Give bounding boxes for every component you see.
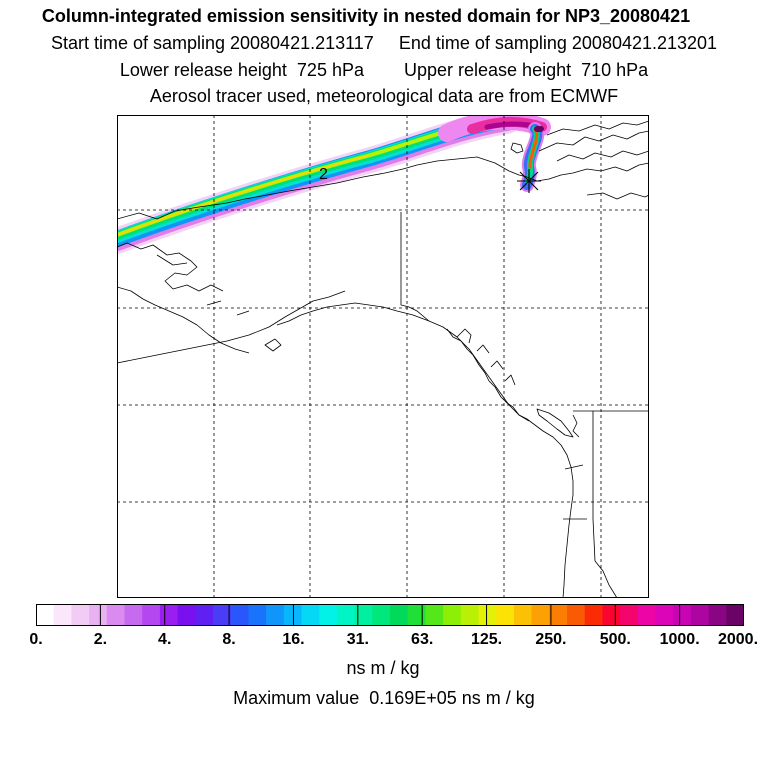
colorbar: [36, 604, 744, 626]
colorbar-cell: [584, 604, 603, 626]
maximum-value: Maximum value 0.169E+05 ns m / kg: [233, 688, 535, 708]
colorbar-tick-label: 4.: [158, 631, 172, 648]
colorbar-tick-label: 250.: [535, 631, 567, 648]
colorbar-tick-label: 500.: [599, 631, 631, 648]
colorbar-cell: [602, 604, 621, 626]
colorbar-tick-label: 31.: [346, 631, 369, 648]
release-marker-icon: [517, 169, 541, 193]
colorbar-cell: [726, 604, 744, 626]
tracer-info: Aerosol tracer used, meteorological data…: [149, 86, 619, 106]
colorbar-tick-label: 2000.: [717, 631, 759, 648]
colorbar-cell: [319, 604, 338, 626]
borders: [400, 212, 649, 598]
release-heights: Lower release height 725 hPa Upper relea…: [119, 60, 649, 80]
coastlines: [117, 120, 649, 598]
colorbar-cell: [230, 604, 249, 626]
colorbar-cell: [213, 604, 232, 626]
colorbar-cell: [36, 604, 55, 626]
colorbar-cell: [531, 604, 550, 626]
plume-label: 2: [319, 166, 328, 183]
colorbar-cell: [496, 604, 515, 626]
colorbar-cell: [124, 604, 143, 626]
colorbar-cell: [443, 604, 462, 626]
colorbar-cell: [655, 604, 674, 626]
colorbar-cell: [690, 604, 710, 626]
colorbar-tick-label: 2.: [93, 631, 108, 648]
colorbar-cell: [301, 604, 320, 626]
colorbar-cell: [106, 604, 125, 626]
colorbar-units: ns m / kg: [346, 658, 420, 678]
colorbar-tick-label: 63.: [411, 631, 434, 648]
colorbar-cell: [159, 604, 179, 626]
colorbar-cell: [142, 604, 161, 626]
plume: [117, 115, 551, 254]
colorbar-cell: [372, 604, 391, 626]
graticule: [117, 115, 649, 598]
sampling-times: Start time of sampling 20080421.213117 E…: [50, 33, 718, 53]
colorbar-cell: [425, 604, 444, 626]
colorbar-cell: [513, 604, 533, 626]
colorbar-cell: [708, 604, 727, 626]
colorbar-tick-label: 1000.: [659, 631, 700, 648]
colorbar-cell: [567, 604, 586, 626]
colorbar-tick-label: 125.: [470, 631, 503, 648]
colorbar-cell: [673, 604, 692, 626]
colorbar-cell: [460, 604, 479, 626]
colorbar-cell: [53, 604, 72, 626]
map-panel: 2: [117, 115, 649, 598]
colorbar-cell: [195, 604, 214, 626]
colorbar-cell: [354, 604, 373, 626]
colorbar-tick-label: 0.: [29, 631, 43, 648]
colorbar-tick-label: 16.: [282, 631, 305, 648]
colorbar-cell: [549, 604, 568, 626]
colorbar-cell: [336, 604, 356, 626]
colorbar-cell: [620, 604, 639, 626]
colorbar-cell: [283, 604, 302, 626]
colorbar-cell: [266, 604, 285, 626]
colorbar-cell: [89, 604, 108, 626]
colorbar-cell: [177, 604, 196, 626]
colorbar-cell: [637, 604, 656, 626]
colorbar-cell: [407, 604, 426, 626]
map-title: Column-integrated emission sensitivity i…: [41, 6, 691, 26]
colorbar-tick-label: 8.: [222, 631, 236, 648]
colorbar-cell: [248, 604, 267, 626]
colorbar-cell: [478, 604, 497, 626]
colorbar-cell: [390, 604, 409, 626]
colorbar-cell: [71, 604, 90, 626]
